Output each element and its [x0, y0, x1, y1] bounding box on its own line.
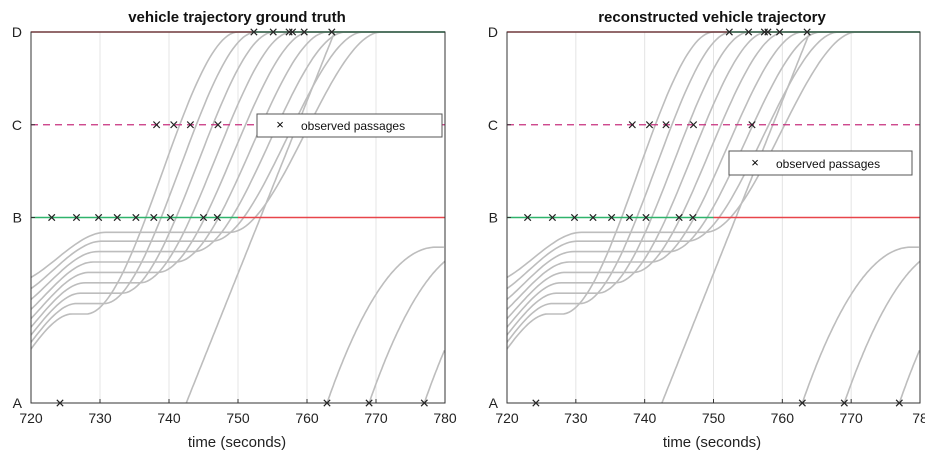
x-tick-label: 730: [564, 410, 588, 426]
legend: × observed passages: [256, 113, 443, 138]
observed-passage-marker: [94, 213, 103, 222]
observed-passage-marker: [642, 213, 650, 222]
observed-passage-marker: [213, 213, 221, 222]
trajectory-line: [801, 246, 919, 404]
x-tick-label: 760: [771, 410, 795, 426]
y-tick-label: D: [488, 24, 498, 40]
trajectory-line: [326, 246, 444, 404]
observed-passage-marker: [132, 213, 140, 222]
observed-passage-marker: [170, 121, 178, 129]
trajectory-line: [898, 349, 921, 404]
x-tick-label: 720: [19, 410, 43, 426]
observed-passage-marker: [645, 121, 654, 129]
legend-entry: observed passages: [301, 119, 405, 133]
observed-passage-marker: [548, 213, 557, 222]
y-tick-label: C: [488, 117, 498, 133]
observed-passage-marker: [186, 121, 195, 129]
x-tick-label: 740: [633, 410, 657, 426]
observed-passage-marker: [166, 213, 175, 222]
y-tick-label: A: [13, 395, 23, 411]
observed-passage-marker: [523, 213, 532, 222]
y-tick-label: C: [12, 117, 22, 133]
x-axis-label: time (seconds): [663, 434, 761, 451]
x-tick-label: 760: [295, 410, 319, 426]
y-tick-label: B: [13, 210, 22, 226]
observed-passage-marker: [628, 121, 636, 129]
observed-passage-marker: [689, 121, 698, 129]
legend-marker: ×: [751, 155, 759, 170]
observed-passage-marker: [675, 213, 683, 222]
x-tick-label: 780: [433, 410, 457, 426]
observed-passage-marker: [607, 213, 616, 222]
observed-passage-marker: [152, 121, 161, 129]
trajectory-line: [843, 260, 921, 404]
x-tick-label: 750: [226, 410, 250, 426]
trajectory-line: [30, 31, 445, 279]
observed-passage-marker: [113, 213, 121, 222]
observed-passage-marker: [662, 121, 670, 129]
x-tick-labels: 720 730 740 750 760 770 78: [495, 399, 925, 426]
y-tick-labels: A B C D: [488, 24, 511, 411]
x-tick-label: 720: [495, 410, 519, 426]
chart-title: reconstructed vehicle trajectory: [598, 9, 826, 26]
legend-box: [728, 150, 913, 176]
chart-title: vehicle trajectory ground truth: [128, 9, 346, 26]
x-axis-label: time (seconds): [188, 434, 286, 451]
observed-passage-marker: [748, 121, 756, 129]
observed-passage-marker: [570, 213, 579, 222]
legend: × observed passages: [728, 150, 913, 176]
trajectory-line: [423, 349, 446, 404]
observed-passage-marker: [199, 213, 208, 222]
observed-passage-marker: [214, 121, 222, 129]
x-tick-label: 770: [839, 410, 863, 426]
chart-panel-reconstructed: reconstructed vehicle trajectory A B C D 72…: [488, 9, 925, 451]
x-tick-label: 750: [702, 410, 726, 426]
y-tick-label: D: [12, 24, 22, 40]
trajectory-line: [368, 260, 446, 404]
observed-passage-marker: [72, 213, 81, 222]
legend-entry: observed passages: [776, 157, 880, 171]
chart-panel-ground-truth: vehicle trajectory ground truth A B C D 720…: [12, 9, 457, 451]
x-tick-label: 770: [364, 410, 388, 426]
y-tick-label: A: [489, 395, 499, 411]
x-tick-label: 730: [88, 410, 112, 426]
observed-passage-marker: [589, 213, 597, 222]
observed-passage-marker: [689, 213, 697, 222]
observed-passage-marker: [48, 213, 56, 222]
x-tick-labels: 720 730 740 750 760 770 780: [19, 399, 457, 426]
x-tick-label: 740: [157, 410, 181, 426]
x-tick-label: 78: [912, 410, 925, 426]
observed-passage-marker: [625, 213, 634, 222]
trajectory-line: [506, 31, 920, 279]
legend-marker: ×: [276, 117, 284, 132]
y-tick-labels: A B C D: [12, 24, 35, 411]
legend-box: [256, 113, 443, 138]
y-tick-label: B: [489, 210, 498, 226]
observed-passage-marker: [150, 213, 158, 222]
